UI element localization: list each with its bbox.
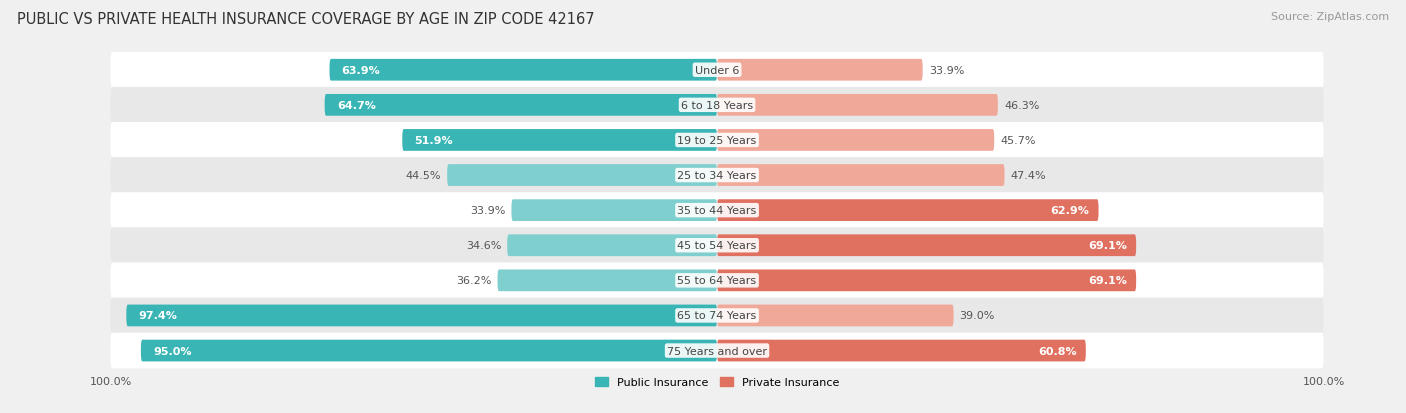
FancyBboxPatch shape [325, 95, 717, 116]
Text: 51.9%: 51.9% [415, 135, 453, 146]
FancyBboxPatch shape [717, 165, 1004, 186]
FancyBboxPatch shape [717, 95, 998, 116]
FancyBboxPatch shape [717, 130, 994, 152]
FancyBboxPatch shape [717, 235, 1136, 256]
Text: 19 to 25 Years: 19 to 25 Years [678, 135, 756, 146]
Text: 35 to 44 Years: 35 to 44 Years [678, 206, 756, 216]
Text: 47.4%: 47.4% [1011, 171, 1046, 180]
Text: 75 Years and over: 75 Years and over [666, 346, 768, 356]
FancyBboxPatch shape [402, 130, 717, 152]
Text: Source: ZipAtlas.com: Source: ZipAtlas.com [1271, 12, 1389, 22]
Text: 39.0%: 39.0% [960, 311, 995, 320]
Text: 45 to 54 Years: 45 to 54 Years [678, 241, 756, 251]
FancyBboxPatch shape [111, 88, 1323, 123]
FancyBboxPatch shape [111, 333, 1323, 368]
FancyBboxPatch shape [498, 270, 717, 292]
Text: 95.0%: 95.0% [153, 346, 191, 356]
Text: 64.7%: 64.7% [337, 101, 375, 111]
Text: 63.9%: 63.9% [342, 66, 381, 76]
FancyBboxPatch shape [512, 200, 717, 221]
FancyBboxPatch shape [111, 193, 1323, 228]
FancyBboxPatch shape [111, 123, 1323, 159]
FancyBboxPatch shape [111, 158, 1323, 193]
FancyBboxPatch shape [111, 263, 1323, 299]
Text: 65 to 74 Years: 65 to 74 Years [678, 311, 756, 320]
Text: Under 6: Under 6 [695, 66, 740, 76]
Text: 44.5%: 44.5% [405, 171, 441, 180]
FancyBboxPatch shape [127, 305, 717, 327]
Text: 34.6%: 34.6% [465, 241, 501, 251]
FancyBboxPatch shape [111, 53, 1323, 88]
Text: 55 to 64 Years: 55 to 64 Years [678, 275, 756, 286]
FancyBboxPatch shape [329, 60, 717, 81]
Text: 69.1%: 69.1% [1088, 275, 1128, 286]
FancyBboxPatch shape [447, 165, 717, 186]
FancyBboxPatch shape [717, 200, 1098, 221]
Text: 97.4%: 97.4% [138, 311, 177, 320]
FancyBboxPatch shape [717, 340, 1085, 361]
Text: 36.2%: 36.2% [456, 275, 492, 286]
Text: 45.7%: 45.7% [1000, 135, 1036, 146]
Legend: Public Insurance, Private Insurance: Public Insurance, Private Insurance [591, 373, 844, 392]
Text: PUBLIC VS PRIVATE HEALTH INSURANCE COVERAGE BY AGE IN ZIP CODE 42167: PUBLIC VS PRIVATE HEALTH INSURANCE COVER… [17, 12, 595, 27]
Text: 69.1%: 69.1% [1088, 241, 1128, 251]
FancyBboxPatch shape [717, 60, 922, 81]
Text: 6 to 18 Years: 6 to 18 Years [681, 101, 754, 111]
FancyBboxPatch shape [111, 228, 1323, 263]
FancyBboxPatch shape [717, 270, 1136, 292]
FancyBboxPatch shape [141, 340, 717, 361]
Text: 60.8%: 60.8% [1038, 346, 1077, 356]
Text: 33.9%: 33.9% [929, 66, 965, 76]
FancyBboxPatch shape [508, 235, 717, 256]
FancyBboxPatch shape [717, 305, 953, 327]
Text: 25 to 34 Years: 25 to 34 Years [678, 171, 756, 180]
Text: 62.9%: 62.9% [1050, 206, 1090, 216]
Text: 33.9%: 33.9% [470, 206, 505, 216]
FancyBboxPatch shape [111, 298, 1323, 334]
Text: 46.3%: 46.3% [1004, 101, 1039, 111]
